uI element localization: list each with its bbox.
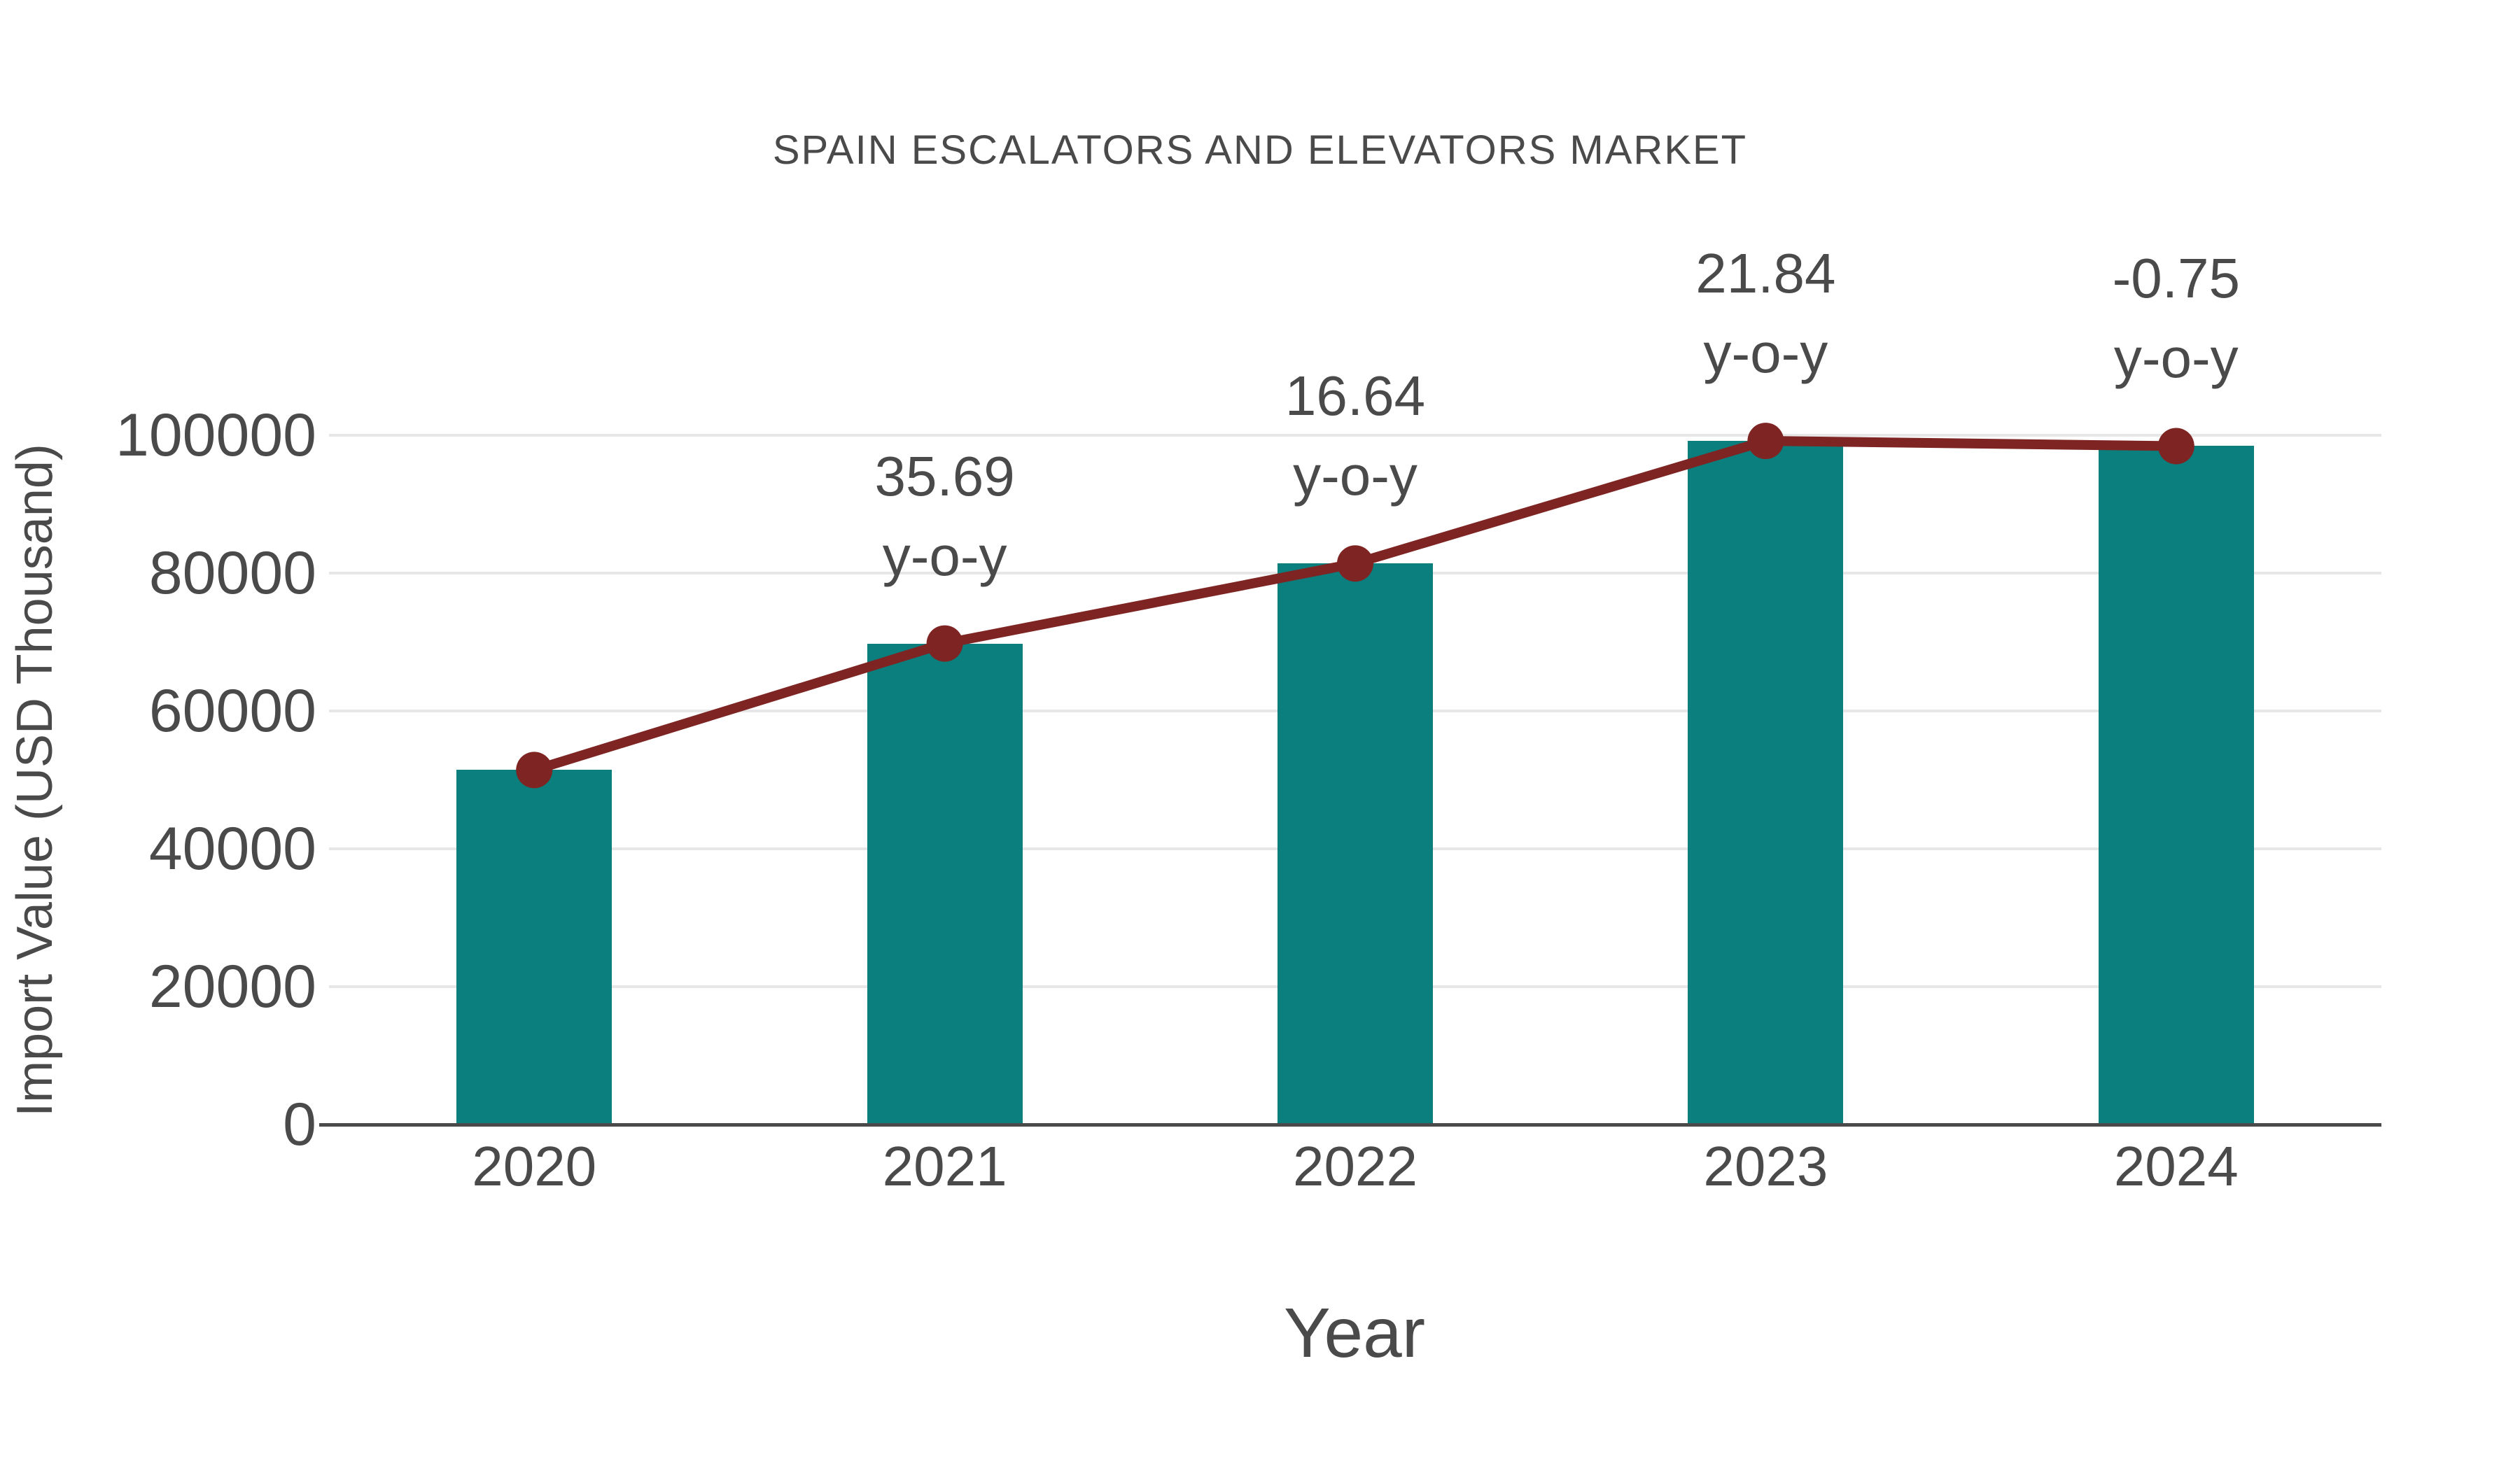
x-axis-line bbox=[319, 1123, 2381, 1127]
y-tick-label: 80000 bbox=[148, 540, 316, 607]
yoy-value: 16.64 bbox=[1284, 365, 1426, 428]
yoy-suffix: y-o-y bbox=[882, 524, 1007, 587]
yoy-suffix: y-o-y bbox=[1703, 322, 1828, 385]
y-tick-label: 100000 bbox=[115, 402, 316, 469]
x-tick-label: 2020 bbox=[472, 1135, 597, 1197]
chart-page: { "chart_data": { "type": "bar", "subtyp… bbox=[7, 127, 2381, 1372]
trend-line-overlay bbox=[516, 423, 2194, 789]
yoy-annotation: 21.84 y-o-y bbox=[1590, 234, 1940, 393]
yoy-value: 21.84 bbox=[1695, 242, 1836, 305]
yoy-suffix: y-o-y bbox=[2113, 327, 2239, 390]
yoy-annotation: 35.69 y-o-y bbox=[770, 437, 1120, 596]
y-tick-label: 40000 bbox=[148, 815, 316, 882]
data-point-marker bbox=[1747, 423, 1784, 460]
x-tick-label: 2024 bbox=[2113, 1135, 2239, 1197]
yoy-value: -0.75 bbox=[2112, 247, 2240, 310]
y-tick-label: 60000 bbox=[148, 677, 316, 745]
bar bbox=[867, 643, 1023, 1125]
x-tick-label: 2022 bbox=[1293, 1135, 1418, 1197]
bar bbox=[1278, 563, 1433, 1125]
x-tick-label: 2021 bbox=[882, 1135, 1007, 1197]
y-tick-label: 20000 bbox=[148, 953, 316, 1020]
data-point-marker bbox=[516, 752, 553, 789]
bar bbox=[1688, 441, 1844, 1125]
x-axis-title: Year bbox=[1283, 1294, 1426, 1372]
y-tick-label: 0 bbox=[283, 1091, 316, 1158]
bar bbox=[456, 770, 612, 1125]
bar bbox=[2098, 446, 2254, 1125]
yoy-annotation: 16.64 y-o-y bbox=[1180, 356, 1530, 516]
yoy-suffix: y-o-y bbox=[1293, 444, 1418, 507]
data-point-marker bbox=[1337, 545, 1373, 582]
x-tick-label: 2023 bbox=[1703, 1135, 1828, 1197]
yoy-annotation: -0.75 y-o-y bbox=[2001, 239, 2351, 398]
yoy-value: 35.69 bbox=[874, 444, 1015, 507]
data-point-marker bbox=[926, 625, 963, 662]
gridline bbox=[329, 434, 2381, 437]
data-point-marker bbox=[2157, 428, 2194, 465]
chart-title: SPAIN ESCALATORS AND ELEVATORS MARKET bbox=[772, 127, 1748, 173]
